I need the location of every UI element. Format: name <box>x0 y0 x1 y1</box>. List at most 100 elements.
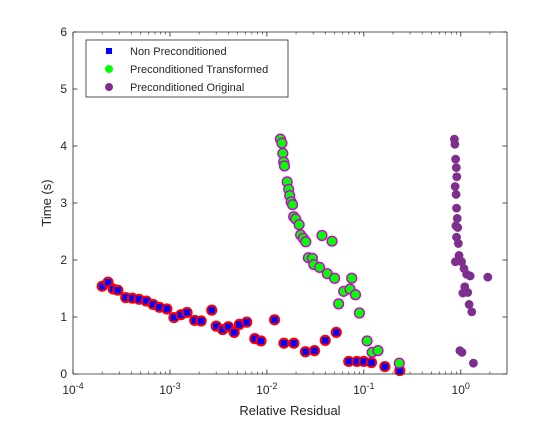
data-point <box>457 347 467 357</box>
y-tick-label: 6 <box>60 25 67 39</box>
data-point <box>353 307 365 319</box>
data-point <box>452 213 462 223</box>
data-point <box>206 304 218 316</box>
point-marker <box>135 296 143 303</box>
data-point <box>349 289 362 301</box>
data-point <box>457 257 466 267</box>
point-marker <box>452 203 461 213</box>
data-point <box>453 239 463 248</box>
point-marker <box>465 271 475 281</box>
point-marker <box>208 306 215 314</box>
data-point <box>228 326 240 338</box>
point-marker <box>122 294 129 301</box>
data-point <box>286 199 299 211</box>
point-marker <box>368 359 375 366</box>
point-marker <box>395 358 404 368</box>
data-point <box>330 326 342 338</box>
data-point <box>467 307 477 317</box>
point-marker <box>451 154 461 164</box>
point-marker <box>294 220 304 229</box>
point-marker <box>334 299 343 309</box>
series-3 <box>449 134 493 368</box>
point-marker <box>330 274 339 283</box>
legend-entry-2: Preconditioned Transformed <box>105 64 268 76</box>
point-marker <box>149 301 157 308</box>
point-marker <box>396 367 403 374</box>
data-point <box>326 235 338 247</box>
point-marker <box>251 335 258 342</box>
point-marker <box>257 337 265 345</box>
point-marker <box>163 305 171 313</box>
data-point <box>372 345 384 357</box>
y-axis-label: Time (s) <box>39 179 54 226</box>
y-tick-label: 0 <box>60 367 67 381</box>
x-tick-label: 10-1 <box>353 381 374 397</box>
legend-entry-3: Preconditioned Original <box>105 82 244 94</box>
point-marker <box>280 340 288 347</box>
data-point <box>450 139 460 149</box>
point-marker <box>468 358 478 368</box>
data-point <box>343 355 355 368</box>
axes-layer: 0 1 2 3 4 5 6 10-4 10-3 10-2 10-1 100 <box>60 25 508 397</box>
legend-marker <box>105 83 113 91</box>
point-marker <box>323 269 332 278</box>
data-point <box>453 223 463 232</box>
legend-label: Preconditioned Transformed <box>130 64 268 76</box>
point-marker <box>315 263 324 272</box>
data-point <box>451 154 461 164</box>
point-marker <box>360 358 368 365</box>
data-point <box>319 334 331 346</box>
point-marker <box>362 336 372 346</box>
point-marker <box>373 346 383 355</box>
point-marker <box>98 283 106 290</box>
point-marker <box>278 149 288 158</box>
point-marker <box>236 321 243 328</box>
data-point <box>452 203 461 213</box>
y-tick-label: 1 <box>60 310 67 324</box>
point-marker <box>191 317 198 324</box>
point-marker <box>347 274 356 283</box>
x-tick-label: 10-2 <box>256 381 277 397</box>
point-marker <box>243 318 250 326</box>
legend-entry-1: Non Preconditioned <box>106 46 227 58</box>
point-marker <box>290 340 298 347</box>
x-tick-label: 10-3 <box>159 381 180 397</box>
data-point <box>393 357 405 369</box>
legend-marker <box>106 48 112 54</box>
data-point <box>451 163 461 173</box>
series-layer <box>96 133 493 377</box>
data-point <box>465 271 475 281</box>
y-tick-label: 2 <box>60 253 67 267</box>
legend-label: Preconditioned Original <box>130 82 244 94</box>
data-point <box>361 335 373 347</box>
legend-marker <box>105 65 113 73</box>
data-point <box>452 172 462 182</box>
point-marker <box>225 323 232 330</box>
point-marker <box>322 337 329 344</box>
data-point <box>288 337 300 349</box>
point-marker <box>467 307 477 317</box>
point-marker <box>451 163 461 173</box>
data-point <box>483 272 493 282</box>
data-point <box>468 358 478 368</box>
data-point <box>112 284 124 296</box>
data-point <box>464 300 474 309</box>
point-marker <box>458 288 468 298</box>
data-point <box>458 288 468 298</box>
point-marker <box>464 300 474 309</box>
data-point <box>346 272 358 284</box>
data-point <box>379 360 391 373</box>
point-marker <box>451 190 461 199</box>
data-point <box>450 182 460 191</box>
data-point <box>293 219 305 231</box>
data-point <box>333 298 345 310</box>
point-marker <box>381 363 389 370</box>
data-point <box>255 335 267 347</box>
data-point <box>365 357 378 369</box>
point-marker <box>277 138 287 148</box>
data-point <box>451 190 461 199</box>
y-tick-label: 5 <box>60 82 67 96</box>
legend-box <box>85 39 289 98</box>
data-point <box>278 337 290 349</box>
